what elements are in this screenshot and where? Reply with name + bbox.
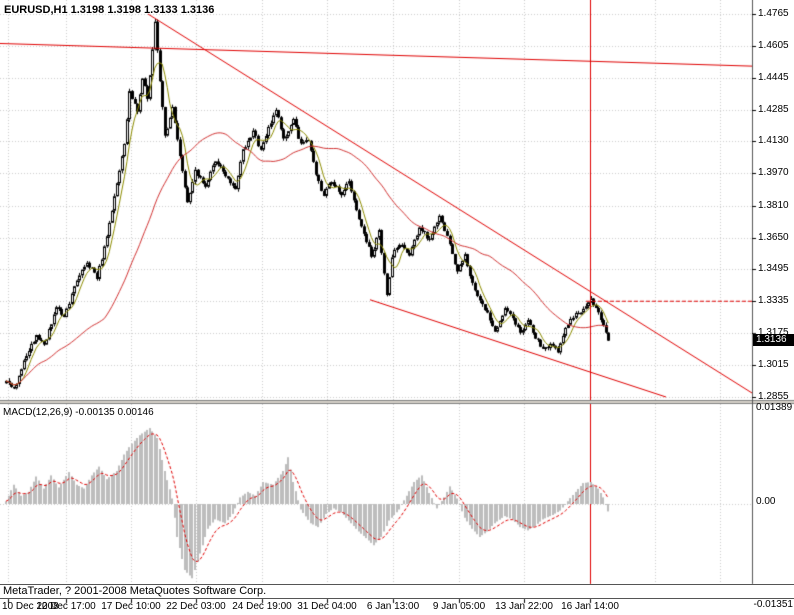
- price-axis-label: 1.3650: [758, 232, 789, 243]
- symbol-ohlc-readout: EURUSD,H1 1.3198 1.3198 1.3133 1.3136: [4, 4, 215, 16]
- price-axis-label: 1.4765: [758, 8, 789, 19]
- price-axis-label: 1.3175: [758, 327, 789, 338]
- time-axis-label: 13 Jan 22:00: [495, 601, 553, 612]
- time-axis-label: 10 Dec 2008: [2, 601, 59, 612]
- macd-scale-min: -0.01351: [753, 599, 793, 610]
- price-axis-label: 1.4445: [758, 72, 789, 83]
- time-axis-label: 9 Jan 05:00: [432, 601, 486, 612]
- price-axis-label: 1.3015: [758, 359, 789, 370]
- macd-scale-zero: 0.00: [756, 496, 776, 507]
- time-axis-label: 12 Dec 17:00: [36, 601, 96, 612]
- price-axis-label: 1.4605: [758, 40, 789, 51]
- price-axis-label: 1.3495: [758, 263, 789, 274]
- time-axis-label: 16 Jan 14:00: [561, 601, 619, 612]
- copyright-bar: MetaTrader, ? 2001-2008 MetaQuotes Softw…: [0, 584, 794, 599]
- copyright-text: MetaTrader, ? 2001-2008 MetaQuotes Softw…: [3, 585, 267, 597]
- macd-scale-max: 0.01389: [756, 402, 793, 413]
- time-axis-label: 6 Jan 13:00: [366, 601, 420, 612]
- price-axis-label: 1.3810: [758, 200, 789, 211]
- price-axis-label: 1.2855: [758, 391, 789, 402]
- price-axis-label: 1.3335: [758, 295, 789, 306]
- time-axis[interactable]: 10 Dec 2008 12 Dec 17:00 17 Dec 10:00 22 De…: [0, 599, 794, 615]
- price-axis-label: 1.4285: [758, 104, 789, 115]
- time-axis-label: 22 Dec 03:00: [166, 601, 226, 612]
- price-axis[interactable]: 1.4765 1.4605 1.4445 1.4285 1.4130 1.3970 1.38…: [752, 0, 794, 584]
- price-axis-label: 1.4130: [758, 135, 789, 146]
- current-price-tag: 1.3136: [753, 334, 794, 346]
- time-axis-label: 24 Dec 19:00: [232, 601, 292, 612]
- time-axis-label: 17 Dec 10:00: [101, 601, 161, 612]
- macd-indicator-label: MACD(12,26,9) -0.00135 0.00146: [3, 407, 154, 418]
- price-axis-label: 1.3970: [758, 167, 789, 178]
- time-axis-label: 31 Dec 04:00: [297, 601, 357, 612]
